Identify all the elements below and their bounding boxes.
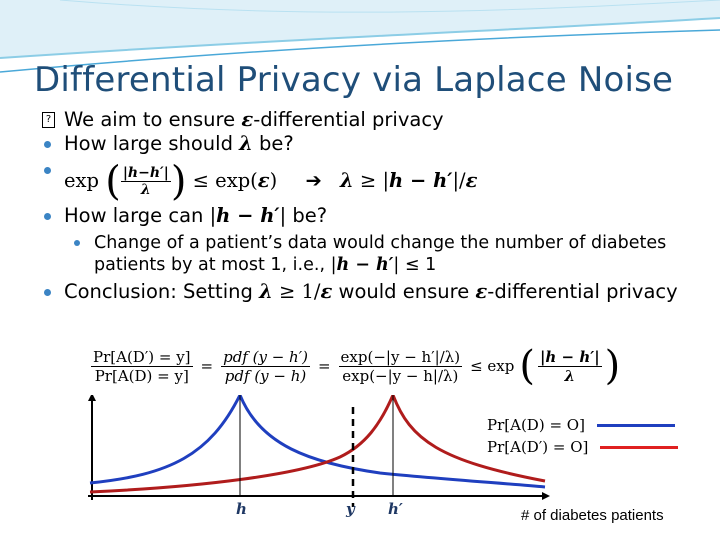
red-laplace-curve bbox=[89, 395, 546, 494]
tick-label-hprime: h′ bbox=[388, 500, 403, 518]
legend-red-line bbox=[600, 445, 679, 449]
likelihood-ratio-formula: Pr[A(D′) = y] Pr[A(D) = y] = pdf (y − h′)… bbox=[91, 343, 621, 389]
legend-blue-line bbox=[596, 423, 675, 427]
plot-legend: Pr[A(D) = O] Pr[A(D′) = O] bbox=[487, 414, 679, 458]
bullet-h-question: How large can |h − h′| be? bbox=[44, 204, 704, 228]
sub-bullet-patient-change: Change of a patient’s data would change … bbox=[44, 232, 704, 276]
bullet-aim: ? We aim to ensure ε-differential privac… bbox=[42, 108, 704, 132]
x-axis-arrowhead bbox=[542, 492, 550, 500]
legend-item-pr-a-dprime: Pr[A(D′) = O] bbox=[487, 436, 679, 458]
fraction: |h−h′| λ bbox=[120, 165, 171, 198]
tick-label-h: h bbox=[236, 500, 247, 518]
bullet-lambda-question: How large should λ be? bbox=[44, 132, 704, 156]
laplace-distribution-plot bbox=[88, 395, 550, 507]
bullet-conclusion: Conclusion: Setting λ ≥ 1/ε would ensure… bbox=[44, 280, 704, 304]
bullet-exp-inequality: exp (|h−h′| λ) ≤ exp(ε) ➔ λ ≥ |h − h′|/ε bbox=[44, 158, 704, 204]
y-axis-arrowhead bbox=[88, 395, 96, 401]
slide-title: Differential Privacy via Laplace Noise bbox=[34, 60, 674, 100]
missing-glyph-icon: ? bbox=[42, 112, 55, 128]
bullet-list: ? We aim to ensure ε-differential privac… bbox=[42, 108, 704, 304]
legend-item-pr-a-d: Pr[A(D) = O] bbox=[487, 414, 678, 436]
arrow-icon: ➔ bbox=[305, 169, 322, 192]
header-wave-decoration bbox=[0, 0, 720, 73]
tick-label-y: y bbox=[346, 500, 355, 518]
blue-laplace-curve bbox=[89, 395, 546, 489]
x-axis-label: # of diabetes patients bbox=[521, 507, 664, 524]
